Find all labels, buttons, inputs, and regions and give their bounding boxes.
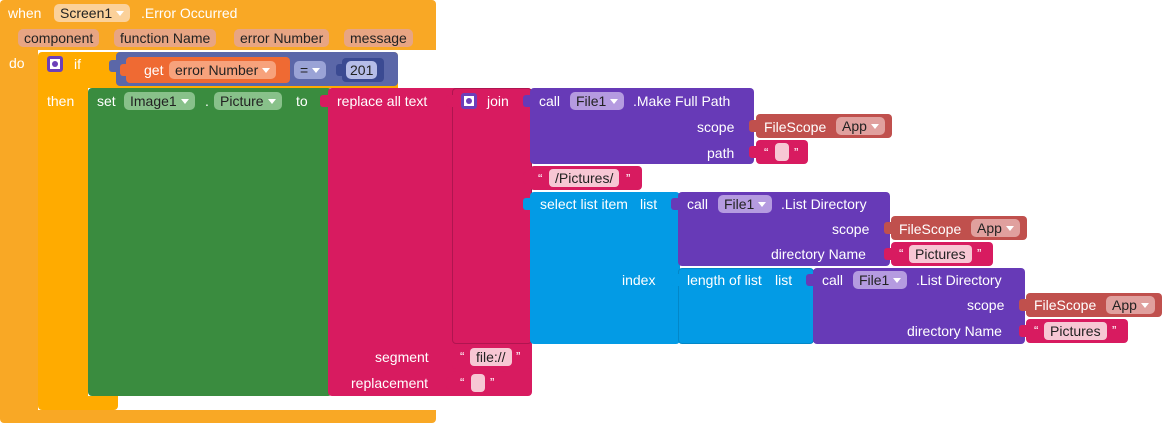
when-label: when <box>8 5 42 21</box>
list-directory-1-dir-label: directory Name <box>771 246 866 262</box>
list-directory-block-1[interactable] <box>678 192 890 266</box>
param-component[interactable]: component <box>18 29 100 47</box>
pictures-path-connector <box>523 172 531 184</box>
list-directory-1-dir-value[interactable]: Pictures <box>909 245 972 263</box>
select-list-item-block[interactable] <box>530 192 680 344</box>
join-mutator-gear-icon[interactable] <box>461 93 477 109</box>
scope-connector-1 <box>749 120 757 132</box>
length-of-list-block[interactable] <box>678 268 814 344</box>
list-directory-2-dir-value[interactable]: Pictures <box>1044 322 1107 340</box>
pictures-close-quote: ” <box>626 171 631 186</box>
param-message[interactable]: message <box>344 29 413 47</box>
get-variable-dropdown[interactable]: error Number <box>169 61 277 79</box>
select-list-item-connector <box>523 198 531 210</box>
replace-all-text-label: replace all text <box>337 93 428 109</box>
replacement-open-quote: “ <box>460 375 465 390</box>
replacement-connector <box>446 377 454 389</box>
set-dot-label: . <box>205 93 209 109</box>
list-directory-2-connector <box>806 274 814 286</box>
list-directory-2-scope-dropdown[interactable]: App <box>1106 296 1155 314</box>
select-list-item-list-label: list <box>640 196 658 212</box>
replace-connector <box>320 95 328 107</box>
list-directory-2-method-label: .List Directory <box>916 272 1002 288</box>
dir-2-open-quote: “ <box>1034 323 1039 338</box>
set-image-picture-block[interactable] <box>88 88 332 396</box>
number-value[interactable]: 201 <box>346 61 378 79</box>
event-block-footer <box>0 410 436 423</box>
list-directory-2-call-label: call <box>822 272 844 288</box>
join-label: join <box>487 93 509 109</box>
set-property-dropdown[interactable]: Picture <box>214 92 282 110</box>
make-full-path-scope-label: scope <box>697 119 735 135</box>
make-full-path-method-label: .Make Full Path <box>633 93 731 109</box>
segment-open-quote: “ <box>460 349 465 364</box>
make-full-path-call-label: call <box>539 93 561 109</box>
join-block[interactable] <box>452 88 532 344</box>
then-label: then <box>47 93 75 109</box>
make-full-path-path-label: path <box>707 145 735 161</box>
number-connector <box>336 64 344 76</box>
list-directory-1-component-dropdown[interactable]: File1 <box>718 195 773 213</box>
dir-1-close-quote: ” <box>977 246 982 261</box>
list-directory-1-call-label: call <box>687 196 709 212</box>
if-block-footer <box>38 396 118 410</box>
list-directory-1-scope-label: scope <box>832 221 870 237</box>
get-label: get <box>144 62 164 78</box>
join-connector <box>446 95 454 107</box>
do-label: do <box>9 55 25 71</box>
select-list-item-label: select list item <box>540 196 628 212</box>
compare-operator-dropdown[interactable]: = <box>294 61 327 79</box>
list-directory-1-scope-type: FileScope <box>899 221 962 237</box>
path-close-quote: ” <box>794 145 799 160</box>
scope-connector-3 <box>1019 299 1027 311</box>
list-directory-2-dir-label: directory Name <box>907 323 1002 339</box>
list-directory-1-scope-dropdown[interactable]: App <box>971 219 1020 237</box>
list-directory-1-method-label: .List Directory <box>781 196 867 212</box>
set-component-dropdown[interactable]: Image1 <box>124 92 195 110</box>
length-of-list-label: length of list <box>687 272 762 288</box>
event-block-body-left <box>0 50 38 410</box>
pictures-open-quote: “ <box>538 171 543 186</box>
event-name-label: .Error Occurred <box>141 5 238 21</box>
list-directory-block-2[interactable] <box>813 268 1025 344</box>
make-full-path-scope-dropdown[interactable]: App <box>836 117 885 135</box>
path-connector <box>749 146 757 158</box>
if-block-body-left <box>38 88 88 396</box>
length-of-list-list-label: list <box>775 272 793 288</box>
replacement-text-value[interactable] <box>471 374 485 392</box>
make-full-path-component-dropdown[interactable]: File1 <box>570 92 625 110</box>
dir-connector-2 <box>1019 325 1027 337</box>
set-label: set <box>97 93 116 109</box>
dir-2-close-quote: ” <box>1112 323 1117 338</box>
list-directory-2-scope-type: FileScope <box>1034 297 1097 313</box>
set-to-label: to <box>296 93 308 109</box>
param-error-number[interactable]: error Number <box>234 29 330 47</box>
get-connector <box>120 64 128 76</box>
compare-connector <box>109 60 117 72</box>
segment-text-value[interactable]: file:// <box>470 348 512 366</box>
param-function-name[interactable]: function Name <box>114 29 217 47</box>
segment-connector <box>446 351 454 363</box>
segment-label: segment <box>375 349 429 365</box>
dir-1-open-quote: “ <box>899 246 904 261</box>
list-directory-1-connector <box>671 198 679 210</box>
make-full-path-connector <box>523 95 531 107</box>
list-directory-2-scope-label: scope <box>967 297 1005 313</box>
make-full-path-block[interactable] <box>530 88 754 164</box>
make-full-path-scope-type: FileScope <box>764 119 827 135</box>
path-open-quote: “ <box>764 145 769 160</box>
pictures-path-value[interactable]: /Pictures/ <box>549 169 620 187</box>
select-list-item-index-label: index <box>622 272 656 288</box>
dir-connector-1 <box>884 248 892 260</box>
replacement-close-quote: ” <box>490 375 495 390</box>
screen1-dropdown[interactable]: Screen1 <box>54 4 131 22</box>
list-directory-2-component-dropdown[interactable]: File1 <box>853 271 908 289</box>
path-text-value[interactable] <box>775 143 789 161</box>
segment-close-quote: ” <box>516 349 521 364</box>
replacement-label: replacement <box>351 375 429 391</box>
if-mutator-gear-icon[interactable] <box>47 56 63 72</box>
length-of-list-connector <box>671 274 679 286</box>
if-label: if <box>74 56 81 72</box>
scope-connector-2 <box>884 222 892 234</box>
